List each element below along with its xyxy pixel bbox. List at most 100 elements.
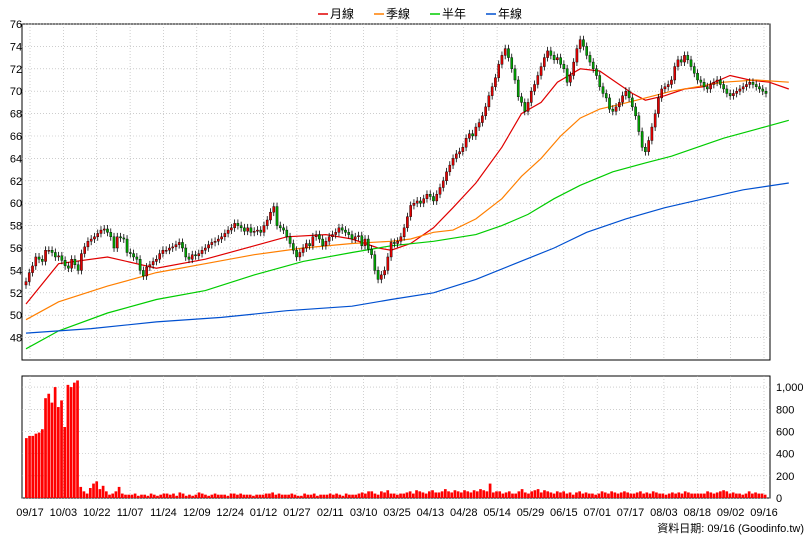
price-tick-label: 50 (10, 310, 22, 322)
candle-body (751, 82, 755, 85)
x-tick-label: 07/17 (617, 507, 645, 519)
volume-bar (677, 492, 681, 498)
candle-body (624, 90, 628, 96)
candle-body (428, 194, 432, 197)
candle-body (468, 133, 471, 139)
candle-body (578, 39, 582, 49)
candle-body (706, 86, 709, 90)
candle-body (249, 227, 253, 233)
volume-bar (520, 489, 524, 498)
volume-bar (232, 493, 236, 498)
candle-body (80, 253, 83, 271)
candle-body (373, 254, 377, 271)
volume-bar (319, 494, 322, 498)
volume-bar (216, 494, 220, 498)
volume-bar (699, 493, 703, 498)
candle-body (311, 236, 315, 246)
volume-bar (709, 492, 713, 498)
candle-body (292, 243, 295, 251)
volume-bar (581, 493, 585, 498)
candle-body (239, 225, 243, 229)
candle-body (432, 196, 435, 202)
volume-bar (328, 493, 332, 498)
candle-body (99, 229, 103, 234)
candle-body (363, 238, 367, 246)
volume-bar (747, 491, 751, 498)
candle-body (536, 75, 540, 85)
candle-body (347, 232, 351, 235)
volume-bar (715, 492, 719, 498)
candle-body (109, 232, 113, 238)
volume-bar (626, 492, 629, 498)
volume-bar (575, 492, 578, 498)
candle-body (634, 106, 637, 117)
candle-body (174, 244, 178, 248)
volume-bar (207, 495, 210, 498)
candle-body (295, 250, 298, 258)
volume-tick-label: 600 (776, 426, 794, 438)
candle-body (565, 68, 569, 83)
candle-body (513, 68, 517, 81)
volume-bar (619, 492, 623, 498)
candle-body (735, 90, 738, 94)
volume-bar (306, 494, 310, 498)
candle-body (618, 102, 621, 108)
price-tick-label: 58 (10, 221, 22, 233)
candle-body (31, 265, 34, 273)
candle-body (523, 102, 527, 112)
volume-bar (674, 493, 677, 498)
candle-body (115, 236, 119, 249)
volume-bar (284, 494, 287, 498)
volume-bar (632, 493, 636, 498)
price-tick-label: 56 (10, 243, 22, 255)
candle-body (614, 106, 618, 112)
candle-body (526, 102, 530, 112)
volume-bar (495, 491, 498, 498)
candle-body (569, 75, 572, 83)
candle-body (448, 164, 452, 173)
candle-body (340, 227, 344, 231)
volume-bar (124, 494, 127, 498)
candle-body (487, 95, 491, 108)
candle-body (572, 61, 575, 76)
candle-body (644, 146, 647, 152)
legend: 月線 季線 半年 年線 (318, 6, 522, 21)
volume-bar (40, 429, 44, 498)
candle-body (481, 115, 484, 123)
candle-body (461, 146, 465, 152)
candle-body (689, 59, 693, 67)
volume-bar (568, 492, 572, 498)
candle-body (353, 236, 357, 240)
candle-body (285, 229, 289, 238)
candle-body (458, 151, 461, 155)
volume-bar (114, 491, 118, 498)
price-tick-label: 64 (10, 153, 22, 165)
volume-bar (194, 494, 198, 498)
volume-bar (424, 493, 428, 498)
candle-body (745, 84, 748, 87)
volume-bar (322, 494, 326, 498)
candle-body (608, 97, 611, 110)
volume-bar (696, 493, 700, 498)
volume-bar (597, 493, 601, 498)
x-tick-label: 11/07 (117, 507, 144, 519)
volume-bar (165, 493, 169, 498)
candle-body (73, 259, 77, 266)
volume-bar (188, 494, 191, 498)
candle-body (223, 233, 227, 238)
candle-body (194, 254, 197, 257)
candle-body (40, 259, 44, 262)
volume-bar (440, 491, 444, 498)
volume-bar (763, 494, 767, 498)
candle-body (318, 234, 321, 240)
candle-body (57, 255, 60, 258)
candle-body (135, 256, 139, 260)
volume-bar (466, 491, 470, 498)
volume-bars (25, 380, 767, 498)
volume-bar (143, 494, 147, 498)
x-tick-label: 09/17 (16, 507, 44, 519)
candle-body (546, 50, 549, 58)
price-tick-label: 68 (10, 109, 22, 121)
volume-bar (635, 492, 639, 498)
candle-body (34, 256, 38, 267)
